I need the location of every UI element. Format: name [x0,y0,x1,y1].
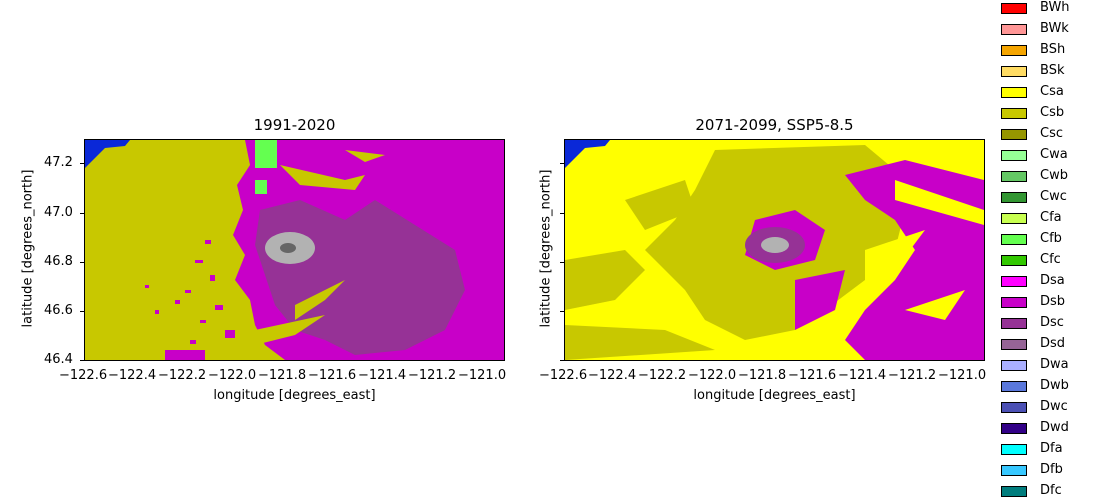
legend-swatch [1001,171,1027,182]
legend-label: Dwb [1040,378,1069,393]
y-tick-label: 47.2 [44,155,73,170]
legend-swatch [1001,87,1027,98]
x-tick-label: −122.0 [688,368,737,383]
legend-swatch [1001,360,1027,371]
legend-label: Dfa [1040,441,1063,456]
x-tick-label: −122.2 [638,368,687,383]
legend-label: Cwa [1040,147,1068,162]
legend-label: BWk [1040,21,1069,36]
legend-label: Dfb [1040,462,1063,477]
legend-label: Dsc [1040,315,1064,330]
legend-swatch [1001,234,1027,245]
x-tick-label: −121.2 [888,368,937,383]
x-tick-label: −121.2 [408,368,457,383]
y-axis-label: latitude [degrees_north] [20,169,36,328]
legend-swatch [1001,465,1027,476]
legend-swatch [1001,402,1027,413]
x-tick-label: −121.4 [838,368,887,383]
x-tick-label: −122.0 [208,368,257,383]
x-tick-label: −122.4 [588,368,637,383]
legend-label: Dwa [1040,357,1069,372]
legend-swatch [1001,444,1027,455]
x-tick-label: −122.6 [539,368,588,383]
legend-swatch [1001,486,1027,497]
y-tick-label: 47.0 [44,205,73,220]
legend-label: Dsa [1040,273,1065,288]
legend-swatch [1001,423,1027,434]
legend-swatch [1001,24,1027,35]
legend-swatch [1001,297,1027,308]
x-tick-label: −121.0 [938,368,987,383]
x-tick-label: −121.6 [308,368,357,383]
legend-swatch [1001,318,1027,329]
x-tick-label: −121.0 [458,368,507,383]
x-axis-label: longitude [degrees_east] [693,388,856,403]
map-title-future: 2071-2099, SSP5-8.5 [695,116,854,134]
legend-label: Dsd [1040,336,1066,351]
legend-swatch [1001,213,1027,224]
legend-label: Cfa [1040,210,1062,225]
legend-swatch [1001,150,1027,161]
legend-label: Cwb [1040,168,1068,183]
y-axis-label: latitude [degrees_north] [538,169,554,328]
legend-label: Dwc [1040,399,1068,414]
legend-swatch [1001,339,1027,350]
climate-map-future [564,139,985,361]
legend-label: Cfb [1040,231,1062,246]
legend-label: Csc [1040,126,1063,141]
legend-swatch [1001,381,1027,392]
legend-swatch [1001,192,1027,203]
legend-label: BWh [1040,0,1070,15]
x-axis-label: longitude [degrees_east] [213,388,376,403]
legend-label: Dwd [1040,420,1069,435]
legend-label: Csa [1040,84,1064,99]
legend-label: Dfc [1040,483,1062,498]
climate-map-historical [84,139,505,361]
x-tick-label: −121.6 [788,368,837,383]
y-tick-label: 46.4 [44,352,73,367]
x-tick-label: −121.8 [258,368,307,383]
legend-label: Cwc [1040,189,1067,204]
legend-swatch [1001,276,1027,287]
legend-label: BSk [1040,63,1065,78]
legend-label: Dsb [1040,294,1066,309]
x-tick-label: −122.6 [59,368,108,383]
legend-swatch [1001,129,1027,140]
legend-label: Cfc [1040,252,1061,267]
legend-label: Csb [1040,105,1065,120]
x-tick-label: −122.2 [158,368,207,383]
x-tick-label: −121.4 [358,368,407,383]
x-tick-label: −122.4 [108,368,157,383]
map-title-historical: 1991-2020 [253,116,336,134]
legend-swatch [1001,255,1027,266]
y-tick-label: 46.6 [44,303,73,318]
legend-swatch [1001,45,1027,56]
legend-swatch [1001,108,1027,119]
legend-swatch [1001,3,1027,14]
legend-label: BSh [1040,42,1066,57]
legend-swatch [1001,66,1027,77]
x-tick-label: −121.8 [738,368,787,383]
y-tick-label: 46.8 [44,254,73,269]
